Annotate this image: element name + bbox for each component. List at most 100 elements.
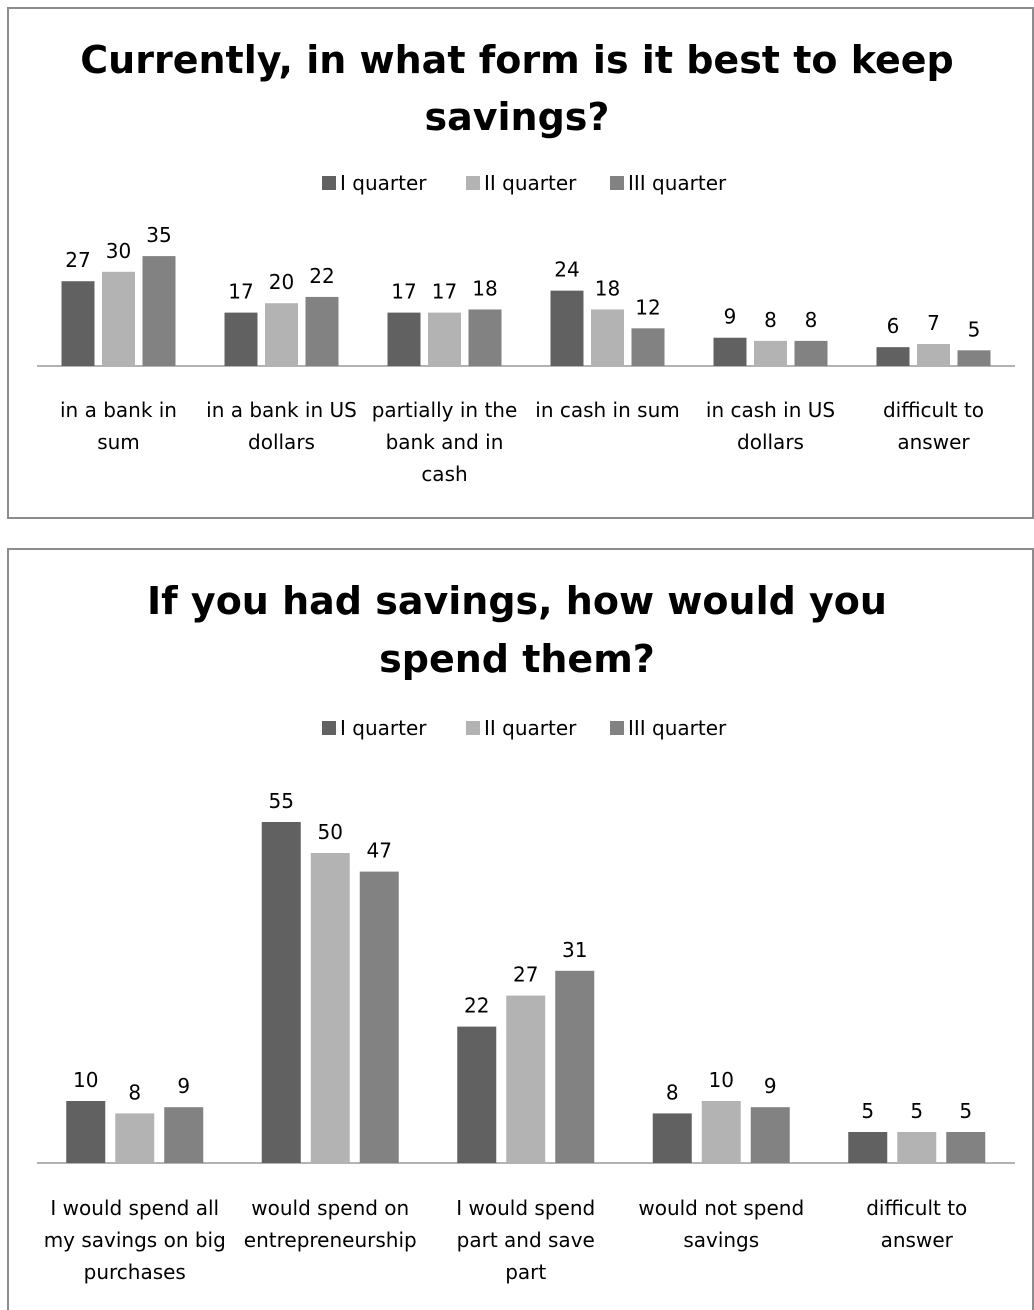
bar-1-series-1 [61, 281, 95, 366]
bar-5-series-2 [754, 340, 787, 366]
data-label: 17 [432, 280, 457, 304]
category-label-6: difficult to [883, 398, 984, 422]
data-label: 5 [910, 1099, 923, 1123]
bar-1-series-2 [102, 271, 135, 366]
data-label: 27 [65, 248, 90, 272]
bar-5-series-1 [848, 1132, 888, 1163]
bar-5-series-3 [946, 1132, 986, 1163]
bar-3-series-2 [506, 995, 546, 1163]
category-label-6: answer [897, 430, 970, 454]
legend-label-1: I quarter [340, 171, 427, 195]
data-label: 8 [128, 1080, 141, 1104]
bar-4-series-1 [652, 1113, 692, 1163]
bar-4-series-1 [550, 290, 584, 366]
category-label-5: in cash in US [706, 398, 835, 422]
category-label-1: my savings on big [44, 1228, 226, 1252]
chart-title: If you had savings, how would you [147, 579, 887, 623]
data-label: 55 [269, 789, 294, 813]
data-label: 17 [391, 280, 416, 304]
category-label-1: I would spend all [50, 1196, 219, 1220]
category-label-4: would not spend [638, 1196, 804, 1220]
bar-4-series-3 [631, 328, 665, 366]
bar-1-series-2 [115, 1113, 155, 1163]
category-label-4: in cash in sum [535, 398, 679, 422]
bar-3-series-1 [457, 1026, 497, 1163]
legend-swatch-2 [466, 176, 480, 190]
legend-label-2: II quarter [484, 716, 577, 740]
bar-5-series-1 [713, 337, 747, 366]
bar-1-series-1 [66, 1101, 106, 1163]
category-label-3: bank and in [386, 430, 504, 454]
data-label: 17 [228, 280, 253, 304]
legend-label-3: III quarter [628, 716, 727, 740]
bar-2-series-1 [261, 822, 301, 1163]
bar-2-series-2 [265, 303, 298, 366]
bar-3-series-3 [468, 309, 502, 366]
data-label: 5 [959, 1099, 972, 1123]
data-label: 35 [146, 223, 171, 247]
legend-swatch-1 [322, 721, 336, 735]
category-label-4: savings [683, 1228, 759, 1252]
data-label: 9 [177, 1074, 190, 1098]
bar-5-series-2 [897, 1132, 937, 1163]
category-label-2: entrepreneurship [244, 1228, 417, 1252]
data-label: 31 [562, 938, 587, 962]
legend-swatch-2 [466, 721, 480, 735]
bar-2-series-1 [224, 312, 258, 366]
data-label: 10 [709, 1068, 734, 1092]
bar-6-series-3 [957, 350, 991, 366]
legend-swatch-3 [610, 176, 624, 190]
bar-1-series-3 [164, 1107, 204, 1163]
data-label: 12 [635, 295, 660, 319]
bar-2-series-3 [359, 871, 399, 1163]
bar-2-series-2 [310, 853, 350, 1163]
chart-2-frame [7, 548, 1034, 1310]
data-label: 5 [968, 317, 981, 341]
category-label-5: answer [881, 1228, 954, 1252]
legend-label-1: I quarter [340, 716, 427, 740]
category-label-3: part [505, 1260, 546, 1284]
data-label: 10 [73, 1068, 98, 1092]
data-label: 7 [927, 311, 940, 335]
category-label-1: purchases [84, 1260, 186, 1284]
data-label: 18 [472, 276, 497, 300]
chart-title: savings? [425, 95, 610, 139]
data-label: 6 [887, 314, 900, 338]
data-label: 8 [764, 308, 777, 332]
data-label: 24 [554, 258, 579, 282]
chart-title: Currently, in what form is it best to ke… [80, 38, 953, 82]
category-label-1: in a bank in [60, 398, 177, 422]
data-label: 47 [367, 839, 392, 863]
bar-3-series-3 [555, 970, 595, 1163]
category-label-2: would spend on [251, 1196, 409, 1220]
data-label: 8 [805, 308, 818, 332]
bar-6-series-2 [917, 344, 950, 366]
bar-5-series-3 [794, 340, 828, 366]
bar-1-series-3 [142, 256, 176, 366]
category-label-5: dollars [737, 430, 804, 454]
chart-1-frame [7, 7, 1034, 519]
chart-title: spend them? [379, 637, 655, 681]
category-label-5: difficult to [866, 1196, 967, 1220]
category-label-2: in a bank in US [206, 398, 357, 422]
bar-3-series-2 [428, 312, 461, 366]
bar-3-series-1 [387, 312, 421, 366]
data-label: 8 [666, 1080, 679, 1104]
data-label: 30 [106, 239, 131, 263]
data-label: 9 [724, 305, 737, 329]
data-label: 18 [595, 276, 620, 300]
data-label: 20 [269, 270, 294, 294]
data-label: 9 [764, 1074, 777, 1098]
data-label: 5 [861, 1099, 874, 1123]
legend-swatch-3 [610, 721, 624, 735]
category-label-2: dollars [248, 430, 315, 454]
data-label: 27 [513, 963, 538, 987]
bar-4-series-2 [591, 309, 624, 366]
legend-label-2: II quarter [484, 171, 577, 195]
bar-4-series-2 [701, 1101, 741, 1163]
data-label: 22 [464, 994, 489, 1018]
category-label-1: sum [97, 430, 140, 454]
bar-4-series-3 [750, 1107, 790, 1163]
data-label: 50 [318, 820, 343, 844]
